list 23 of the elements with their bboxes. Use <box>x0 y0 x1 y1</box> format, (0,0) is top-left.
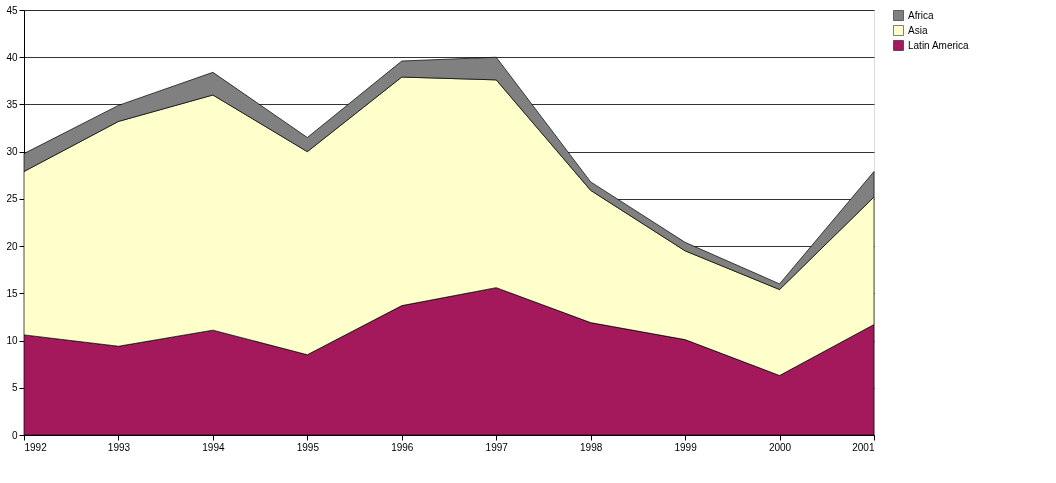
y-tick-label: 0 <box>11 429 18 441</box>
y-tick-label: 25 <box>6 193 18 205</box>
x-tick-label: 1992 <box>24 441 48 453</box>
x-tick-label: 1995 <box>296 441 320 453</box>
y-tick-label: 45 <box>6 4 18 16</box>
x-tick-label: 1994 <box>202 441 225 453</box>
x-tick-label: 1997 <box>485 441 509 453</box>
legend-label: Latin America <box>908 39 970 51</box>
y-tick-label: 15 <box>6 287 18 299</box>
x-tick-label: 2001 <box>852 441 875 453</box>
y-tick-label: 40 <box>6 51 18 63</box>
y-tick-label: 35 <box>6 98 18 110</box>
x-tick-label: 2000 <box>768 441 792 453</box>
legend-label: Africa <box>908 9 934 21</box>
x-tick-label: 1993 <box>107 441 131 453</box>
y-tick-label: 20 <box>6 240 18 252</box>
legend-label: Asia <box>908 24 928 36</box>
x-tick-label: 1998 <box>580 441 603 453</box>
x-tick-label: 1996 <box>391 441 414 453</box>
y-tick-label: 10 <box>6 335 18 347</box>
x-tick-label: 1999 <box>674 441 698 453</box>
y-tick-label: 5 <box>11 382 18 394</box>
y-tick-label: 30 <box>6 146 18 158</box>
